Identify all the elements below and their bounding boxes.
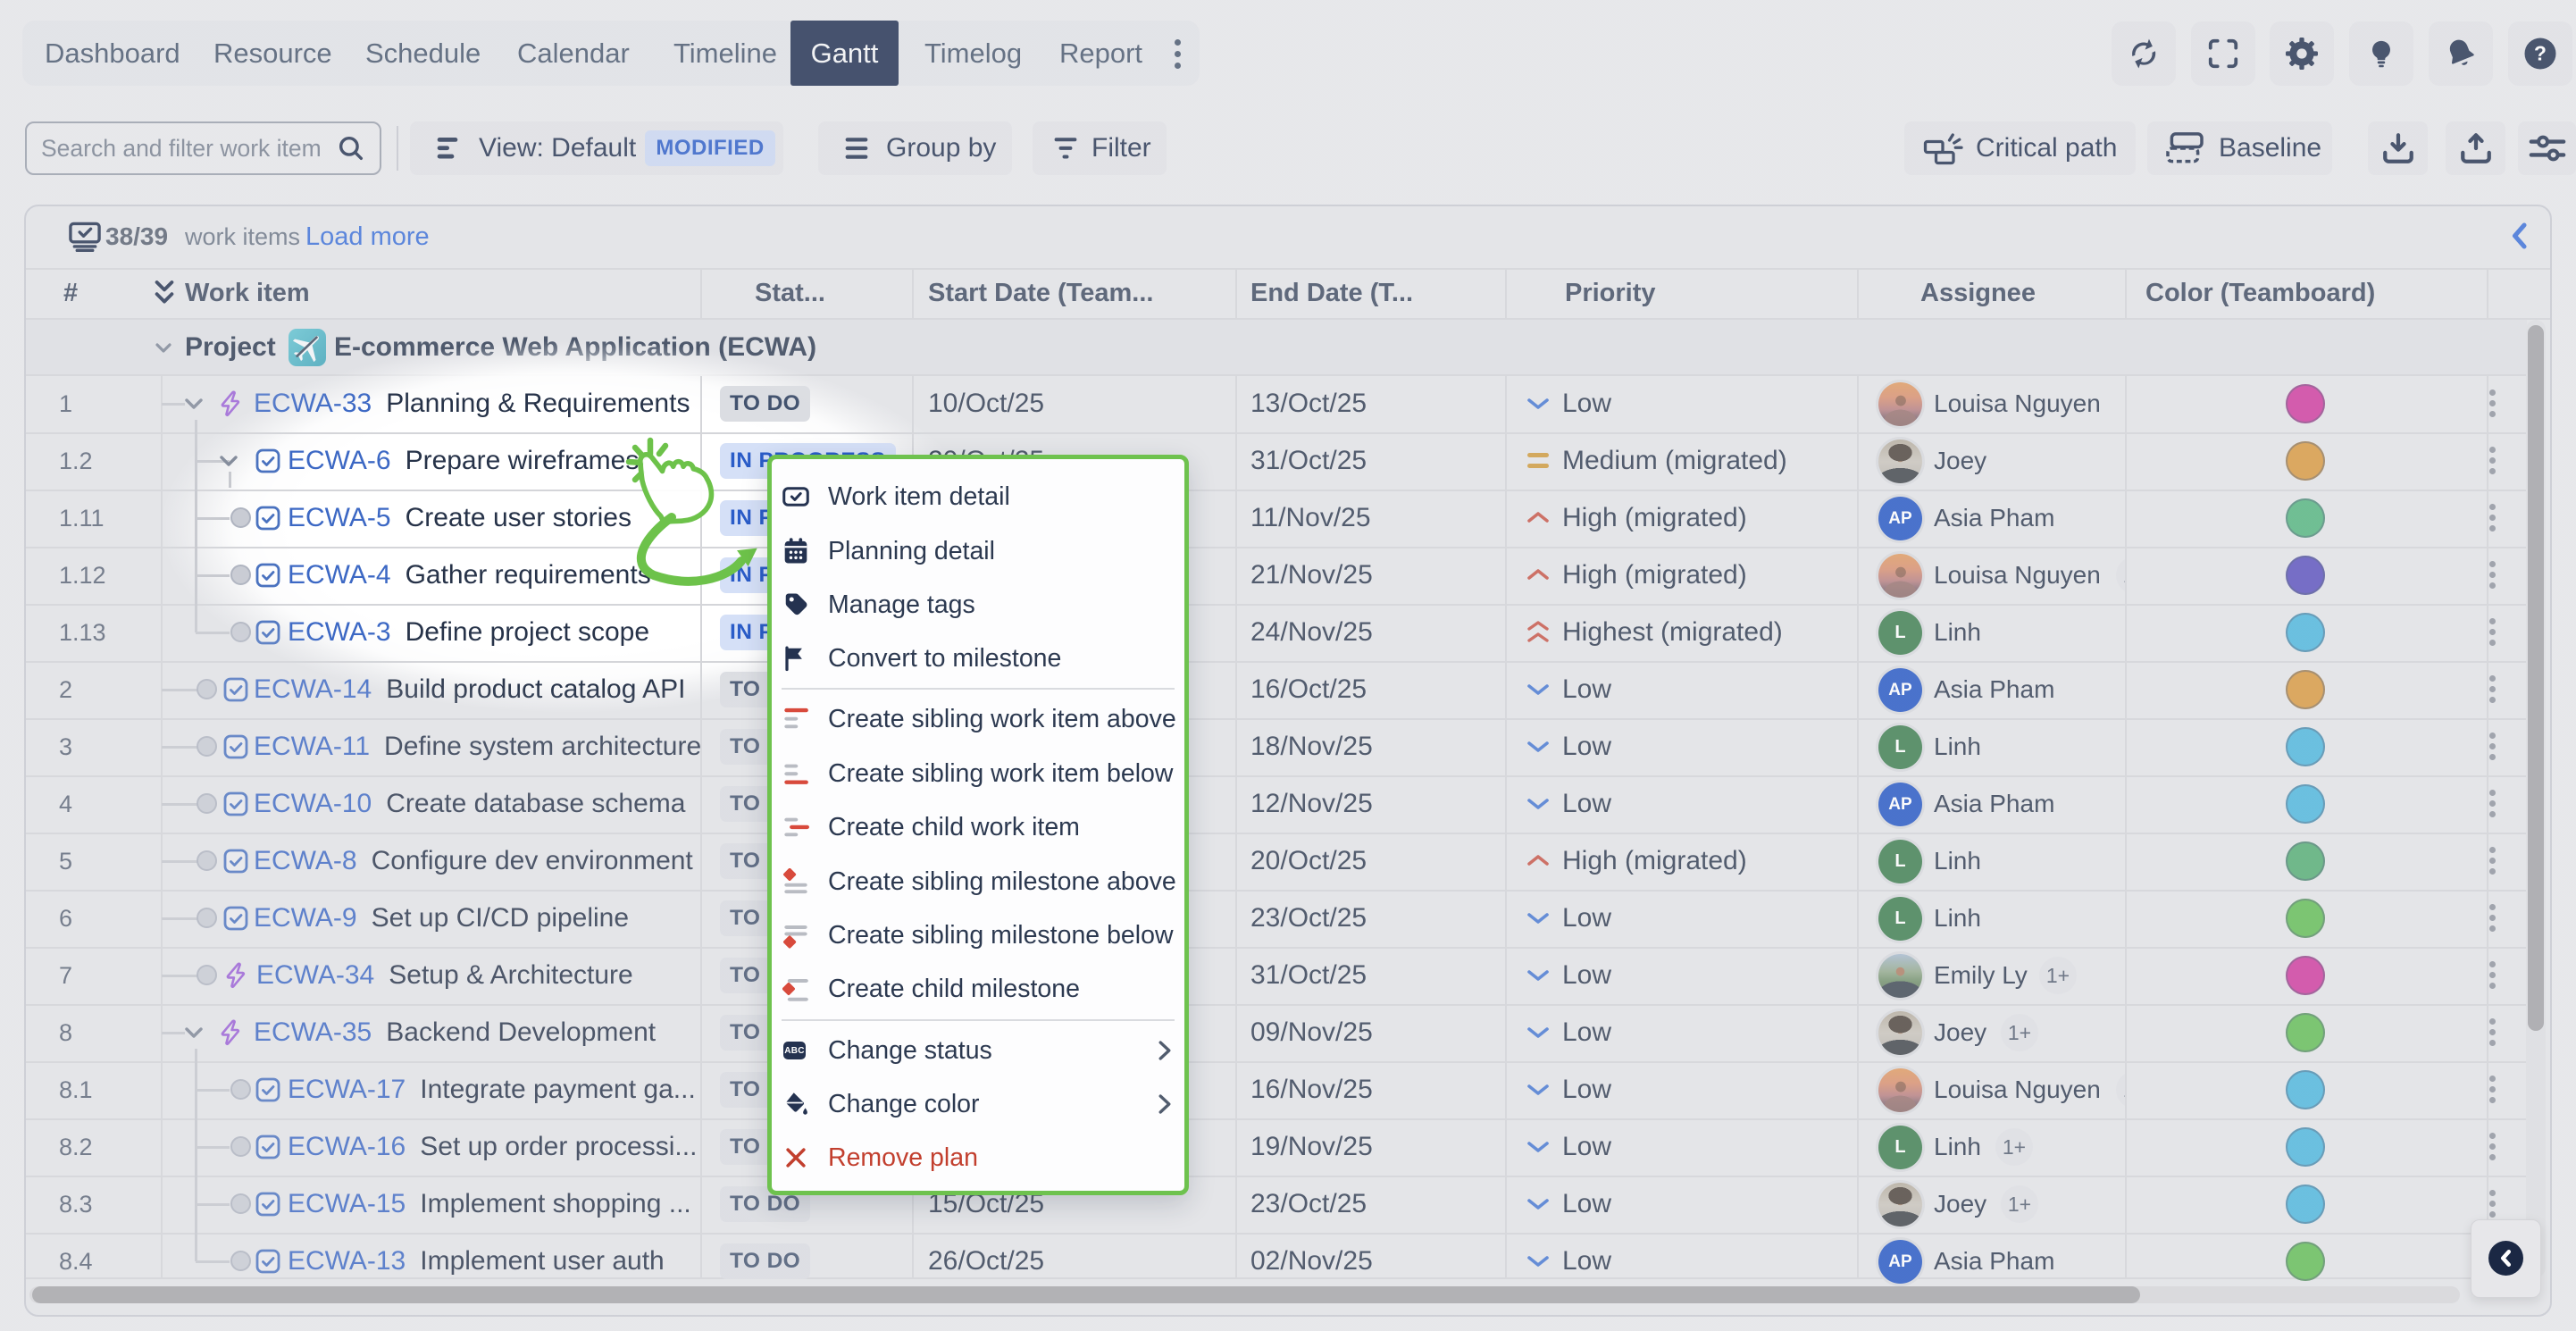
svg-text:?: ?: [2534, 42, 2547, 65]
